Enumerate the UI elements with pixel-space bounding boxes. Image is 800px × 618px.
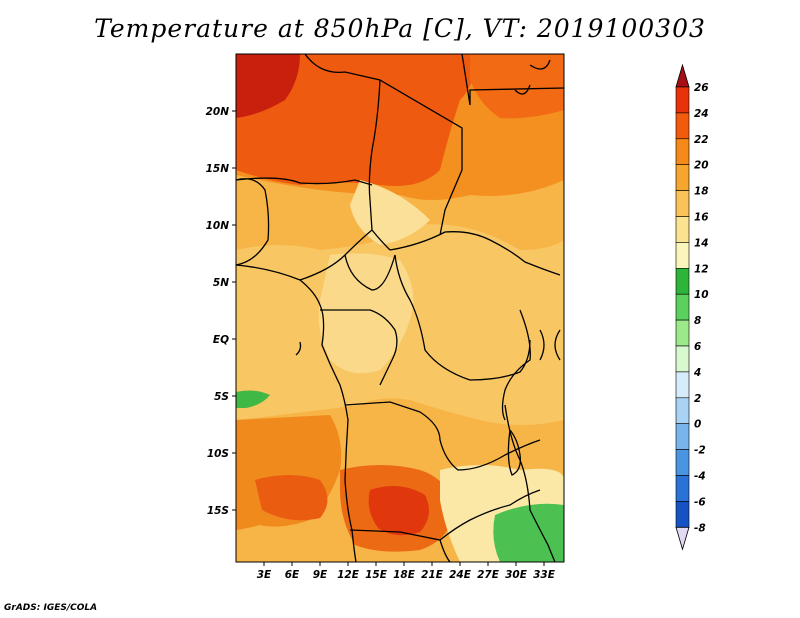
field-northeast-24	[470, 54, 564, 119]
colorbar-swatch	[675, 423, 690, 450]
coast-central-west	[236, 264, 357, 562]
border-congo	[320, 309, 398, 386]
colorbar-swatch	[675, 138, 690, 166]
colorbar-label: 12	[694, 263, 709, 275]
colorbar-swatch	[675, 293, 690, 321]
colorbar-swatch	[675, 267, 690, 295]
colorbar-swatch	[675, 345, 690, 373]
colorbar-swatch	[675, 319, 690, 347]
field-central-16	[318, 253, 414, 374]
lake-victoria	[539, 329, 561, 361]
field-north-24	[236, 54, 474, 186]
colorbar-label: 24	[694, 108, 709, 120]
colorbar-swatch	[675, 216, 690, 243]
colorbar-swatch	[675, 190, 690, 217]
colorbar-swatch	[675, 242, 690, 269]
colorbar-swatch	[675, 475, 690, 502]
border-malawi	[504, 404, 556, 562]
y-tick-5s: 5S	[214, 391, 229, 403]
colorbar-label: -6	[694, 496, 706, 508]
y-tick-10s: 10S	[207, 448, 229, 460]
colorbar-label: -2	[694, 445, 706, 457]
temperature-field	[236, 54, 564, 562]
grads-credit: GrADS: IGES/COLA	[4, 603, 98, 613]
y-tick-5n: 5N	[213, 277, 229, 289]
colorbar-label: -8	[694, 522, 706, 534]
country-borders	[236, 54, 564, 562]
x-tick-30e: 30E	[505, 569, 528, 581]
border-drc-north	[394, 254, 531, 381]
x-tick-labels: 3E 6E 9E 12E 15E 18E 21E 24E 27E 30E 33E	[257, 569, 556, 581]
colorbar-swatch	[675, 449, 690, 476]
map-title: Temperature at 850hPa [C], VT: 201910030…	[94, 14, 706, 43]
colorbar-swatch	[675, 371, 690, 399]
y-tick-labels: 20N 15N 10N 5N EQ 5S 10S 15S	[206, 106, 230, 517]
colorbar-top-arrow	[675, 63, 690, 88]
colorbar-swatch	[675, 164, 690, 191]
colorbar-label: 14	[694, 237, 709, 249]
colorbar-label: 16	[694, 212, 709, 224]
colorbar-label: -4	[694, 471, 706, 483]
border-north-2	[368, 79, 391, 251]
border-namibia-zambia	[349, 489, 541, 541]
border-botswana	[439, 539, 451, 562]
colorbar-label: 18	[694, 186, 709, 198]
y-tick-eq: EQ	[213, 334, 229, 346]
x-tick-33e: 33E	[533, 569, 556, 581]
colorbar-label: 2	[694, 393, 701, 405]
y-tick-15n: 15N	[206, 163, 230, 175]
colorbar-label: 0	[694, 419, 701, 431]
x-tick-3e: 3E	[257, 569, 272, 581]
colorbar-label: 8	[694, 315, 701, 327]
lake-malawi	[507, 429, 521, 476]
colorbar-swatch	[675, 501, 690, 528]
x-tick-27e: 27E	[477, 569, 500, 581]
coast-red-sea	[529, 59, 551, 70]
x-tick-9e: 9E	[313, 569, 328, 581]
border-north-1	[304, 54, 463, 236]
field-south-26	[368, 486, 429, 536]
x-tick-6e: 6E	[285, 569, 300, 581]
lake-nasser	[514, 84, 531, 95]
border-car-sudan	[389, 231, 561, 276]
border-sahel	[236, 177, 373, 186]
axis-ticks	[232, 110, 545, 566]
y-tick-20n: 20N	[206, 106, 230, 118]
y-tick-15s: 15S	[207, 505, 229, 517]
border-northeast	[461, 54, 564, 106]
colorbar-label: 10	[694, 289, 709, 301]
field-southeast-12	[493, 503, 564, 562]
x-tick-24e: 24E	[449, 569, 472, 581]
colorbar-label: 20	[694, 160, 709, 172]
colorbar-label: 4	[693, 367, 701, 379]
field-northwest-26	[236, 54, 300, 118]
gulf-islands	[295, 341, 302, 356]
colorbar-label: 26	[694, 82, 709, 94]
colorbar-swatch	[675, 86, 690, 114]
colorbar-bottom-arrow	[675, 526, 690, 551]
colorbar-label: 6	[694, 341, 701, 353]
border-great-lakes	[501, 309, 531, 421]
border-nigeria-cameroon	[299, 229, 396, 291]
x-tick-12e: 12E	[337, 569, 360, 581]
colorbar-swatch	[675, 397, 690, 424]
x-tick-15e: 15E	[365, 569, 388, 581]
colorbar-swatch	[675, 112, 690, 140]
y-tick-10n: 10N	[206, 220, 230, 232]
plot-frame	[235, 53, 565, 563]
x-tick-21e: 21E	[421, 569, 444, 581]
field-coast-12	[236, 390, 270, 408]
x-tick-18e: 18E	[393, 569, 416, 581]
border-angola-drc	[344, 401, 541, 471]
coast-west-africa	[236, 178, 270, 266]
colorbar-label: 22	[694, 134, 709, 146]
field-west-24	[255, 475, 328, 521]
